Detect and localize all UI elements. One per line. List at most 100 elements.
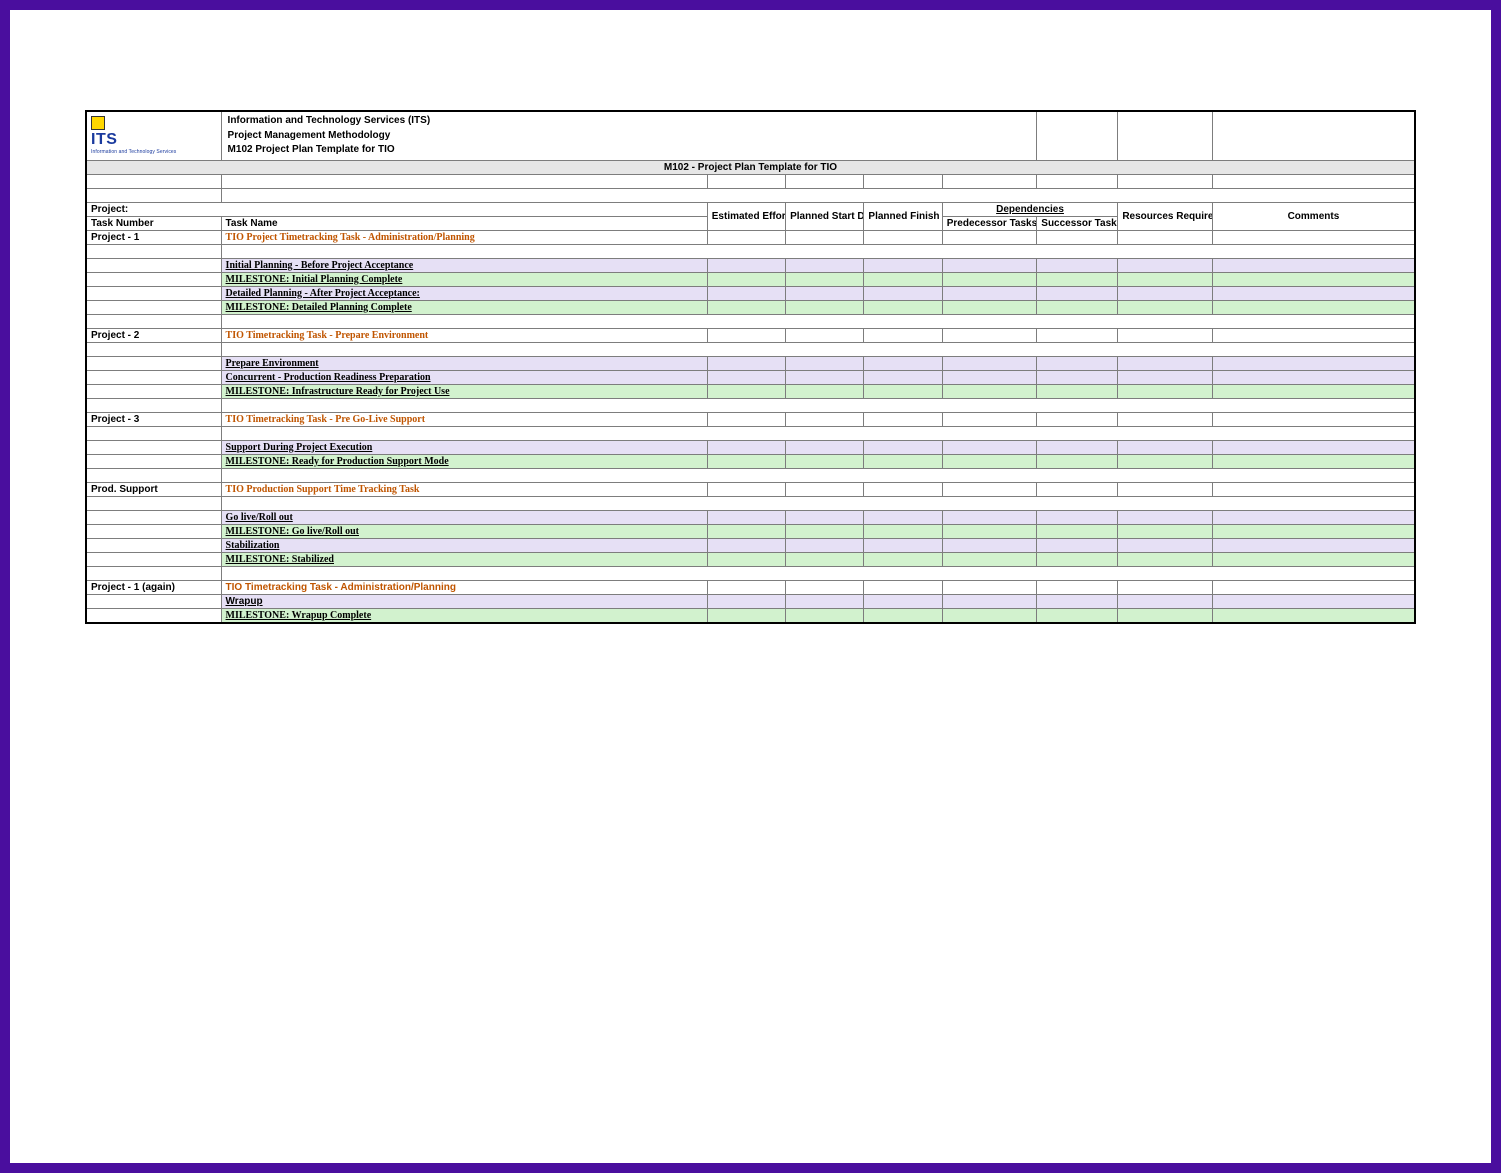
empty-cell [1212, 300, 1415, 314]
table-row [86, 496, 1415, 510]
table-row: MILESTONE: Wrapup Complete [86, 608, 1415, 623]
table-row [86, 314, 1415, 328]
task-number-cell [86, 356, 221, 370]
empty-cell [707, 258, 785, 272]
empty-cell [1212, 552, 1415, 566]
empty-cell [786, 412, 864, 426]
col-task-number: Task Number [86, 216, 221, 230]
empty-cell [1118, 454, 1213, 468]
empty-cell [786, 538, 864, 552]
empty-cell [707, 384, 785, 398]
empty-cell [786, 482, 864, 496]
empty-cell [864, 580, 942, 594]
task-name-cell: MILESTONE: Go live/Roll out [221, 524, 707, 538]
empty-cell [1212, 482, 1415, 496]
empty-cell [1212, 412, 1415, 426]
empty-cell [707, 510, 785, 524]
table-row: MILESTONE: Go live/Roll out [86, 524, 1415, 538]
table-row: MILESTONE: Infrastructure Ready for Proj… [86, 384, 1415, 398]
empty-cell [707, 286, 785, 300]
empty-cell [707, 230, 785, 244]
col-dependencies: Dependencies [942, 202, 1118, 216]
task-number-cell: Project - 3 [86, 412, 221, 426]
task-name-cell: MILESTONE: Infrastructure Ready for Proj… [221, 384, 707, 398]
table-row: Prepare Environment [86, 356, 1415, 370]
empty-cell [864, 370, 942, 384]
empty-cell [1037, 384, 1118, 398]
table-row: Project - 2TIO Timetracking Task - Prepa… [86, 328, 1415, 342]
col-finish: Planned Finish Date [864, 202, 942, 230]
empty-cell [864, 272, 942, 286]
empty-cell [942, 370, 1037, 384]
table-row [86, 342, 1415, 356]
empty-cell [1118, 524, 1213, 538]
table-row [86, 398, 1415, 412]
empty-cell [1037, 538, 1118, 552]
empty-cell [942, 482, 1037, 496]
task-number-cell [86, 524, 221, 538]
task-name-cell: MILESTONE: Ready for Production Support … [221, 454, 707, 468]
empty-cell [707, 440, 785, 454]
empty-cell [1037, 258, 1118, 272]
empty-cell [707, 524, 785, 538]
empty-cell [1212, 356, 1415, 370]
empty-cell [1212, 258, 1415, 272]
table-row: Initial Planning - Before Project Accept… [86, 258, 1415, 272]
logo-icon [91, 116, 105, 130]
empty-cell [864, 286, 942, 300]
empty-cell [942, 412, 1037, 426]
empty-cell [942, 538, 1037, 552]
task-number-cell [86, 384, 221, 398]
task-name-cell: MILESTONE: Initial Planning Complete [221, 272, 707, 286]
empty-cell [864, 440, 942, 454]
task-number-cell: Project - 1 [86, 230, 221, 244]
empty-cell [1118, 552, 1213, 566]
col-task-name: Task Name [221, 216, 707, 230]
empty-cell [1212, 111, 1415, 160]
empty-cell [707, 272, 785, 286]
empty-cell [1037, 580, 1118, 594]
empty-cell [942, 440, 1037, 454]
task-number-cell [86, 510, 221, 524]
empty-cell [707, 538, 785, 552]
empty-cell [1212, 272, 1415, 286]
task-name-cell: MILESTONE: Wrapup Complete [221, 608, 707, 623]
empty-cell [707, 370, 785, 384]
project-label: Project: [86, 202, 707, 216]
task-name-cell: TIO Production Support Time Tracking Tas… [221, 482, 707, 496]
task-number-cell [86, 286, 221, 300]
table-row [86, 244, 1415, 258]
logo-subtitle: Information and Technology Services [91, 149, 176, 155]
empty-cell [942, 580, 1037, 594]
empty-cell [1118, 412, 1213, 426]
empty-cell [864, 384, 942, 398]
table-row: Project - 3TIO Timetracking Task - Pre G… [86, 412, 1415, 426]
empty-cell [864, 356, 942, 370]
table-row: Go live/Roll out [86, 510, 1415, 524]
col-successor: Successor Tasks [1037, 216, 1118, 230]
empty-cell [1118, 594, 1213, 608]
task-number-cell [86, 538, 221, 552]
page: ITS Information and Technology Services … [10, 10, 1491, 1163]
empty-cell [1037, 510, 1118, 524]
empty-cell [1037, 608, 1118, 623]
empty-cell [786, 300, 864, 314]
task-name-cell: Detailed Planning - After Project Accept… [221, 286, 707, 300]
task-name-cell: Support During Project Execution [221, 440, 707, 454]
task-number-cell [86, 440, 221, 454]
empty-cell [707, 300, 785, 314]
empty-cell [786, 272, 864, 286]
task-number-cell [86, 272, 221, 286]
empty-cell [1037, 111, 1118, 160]
table-row: Project - 1 (again)TIO Timetracking Task… [86, 580, 1415, 594]
title-row: M102 - Project Plan Template for TIO [86, 160, 1415, 174]
empty-cell [864, 258, 942, 272]
empty-cell [1037, 300, 1118, 314]
empty-cell [1212, 608, 1415, 623]
empty-cell [1212, 510, 1415, 524]
blank-row [86, 174, 1415, 188]
empty-cell [707, 454, 785, 468]
empty-cell [786, 510, 864, 524]
empty-cell [1037, 594, 1118, 608]
empty-cell [942, 356, 1037, 370]
